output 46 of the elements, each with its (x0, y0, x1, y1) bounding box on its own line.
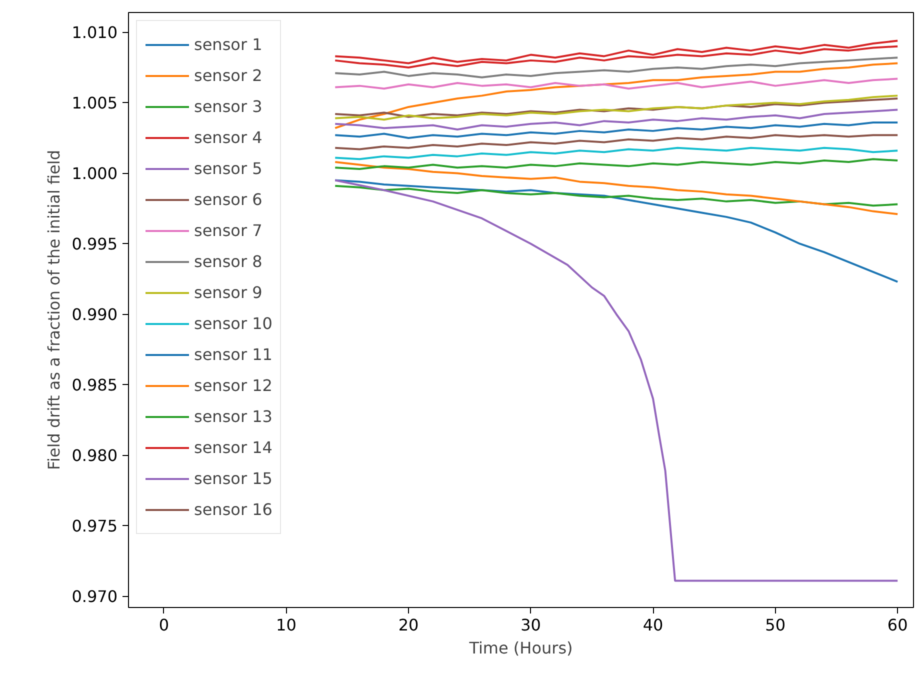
legend-label: sensor 8 (194, 251, 262, 273)
legend-label: sensor 11 (194, 344, 272, 366)
y-tick-label: 1.005 (72, 94, 118, 113)
legend-label: sensor 3 (194, 96, 262, 118)
line-series (334, 56, 899, 78)
legend-label: sensor 9 (194, 282, 262, 304)
x-axis-title: Time (Hours) (468, 638, 573, 658)
line-series (334, 108, 899, 131)
legend-label: sensor 13 (194, 406, 272, 428)
legend-label: sensor 7 (194, 220, 262, 242)
legend-label: sensor 15 (194, 468, 272, 490)
legend-label: sensor 12 (194, 375, 272, 397)
legend-label: sensor 5 (194, 158, 262, 180)
y-tick-label: 0.990 (72, 305, 118, 324)
line-series (334, 78, 899, 90)
legend-label: sensor 16 (194, 499, 272, 521)
line-series (334, 121, 899, 139)
line-series (334, 134, 899, 150)
x-tick-label: 40 (642, 616, 664, 634)
x-tick-label: 0 (158, 616, 170, 634)
y-tick-label: 0.975 (72, 516, 118, 536)
line-series (334, 179, 899, 582)
legend-label: sensor 6 (194, 189, 262, 211)
line-series (334, 160, 899, 216)
y-tick-label: 0.980 (72, 446, 118, 466)
y-tick-label: 1.010 (72, 23, 118, 42)
y-tick-label: 0.970 (72, 587, 118, 606)
line-series (334, 184, 899, 207)
x-tick-label: 60 (887, 616, 908, 634)
x-tick-label: 30 (520, 616, 541, 634)
legend-label: sensor 1 (194, 34, 262, 56)
x-tick-label: 20 (398, 616, 419, 634)
line-series (334, 158, 899, 170)
legend-label: sensor 10 (194, 313, 272, 335)
x-tick-label: 50 (765, 616, 786, 634)
line-series (334, 40, 899, 64)
y-axis-title: Field drift as a fraction of the initial field (44, 150, 64, 470)
legend-label: sensor 14 (194, 437, 272, 459)
line-series (334, 62, 899, 130)
y-tick-label: 1.000 (72, 164, 118, 184)
legend-label: sensor 2 (194, 65, 262, 87)
legend-label: sensor 4 (194, 127, 262, 149)
line-series (334, 146, 899, 160)
x-tick-label: 10 (276, 616, 296, 634)
y-tick-label: 0.995 (72, 234, 118, 254)
y-tick-label: 0.985 (72, 376, 118, 395)
